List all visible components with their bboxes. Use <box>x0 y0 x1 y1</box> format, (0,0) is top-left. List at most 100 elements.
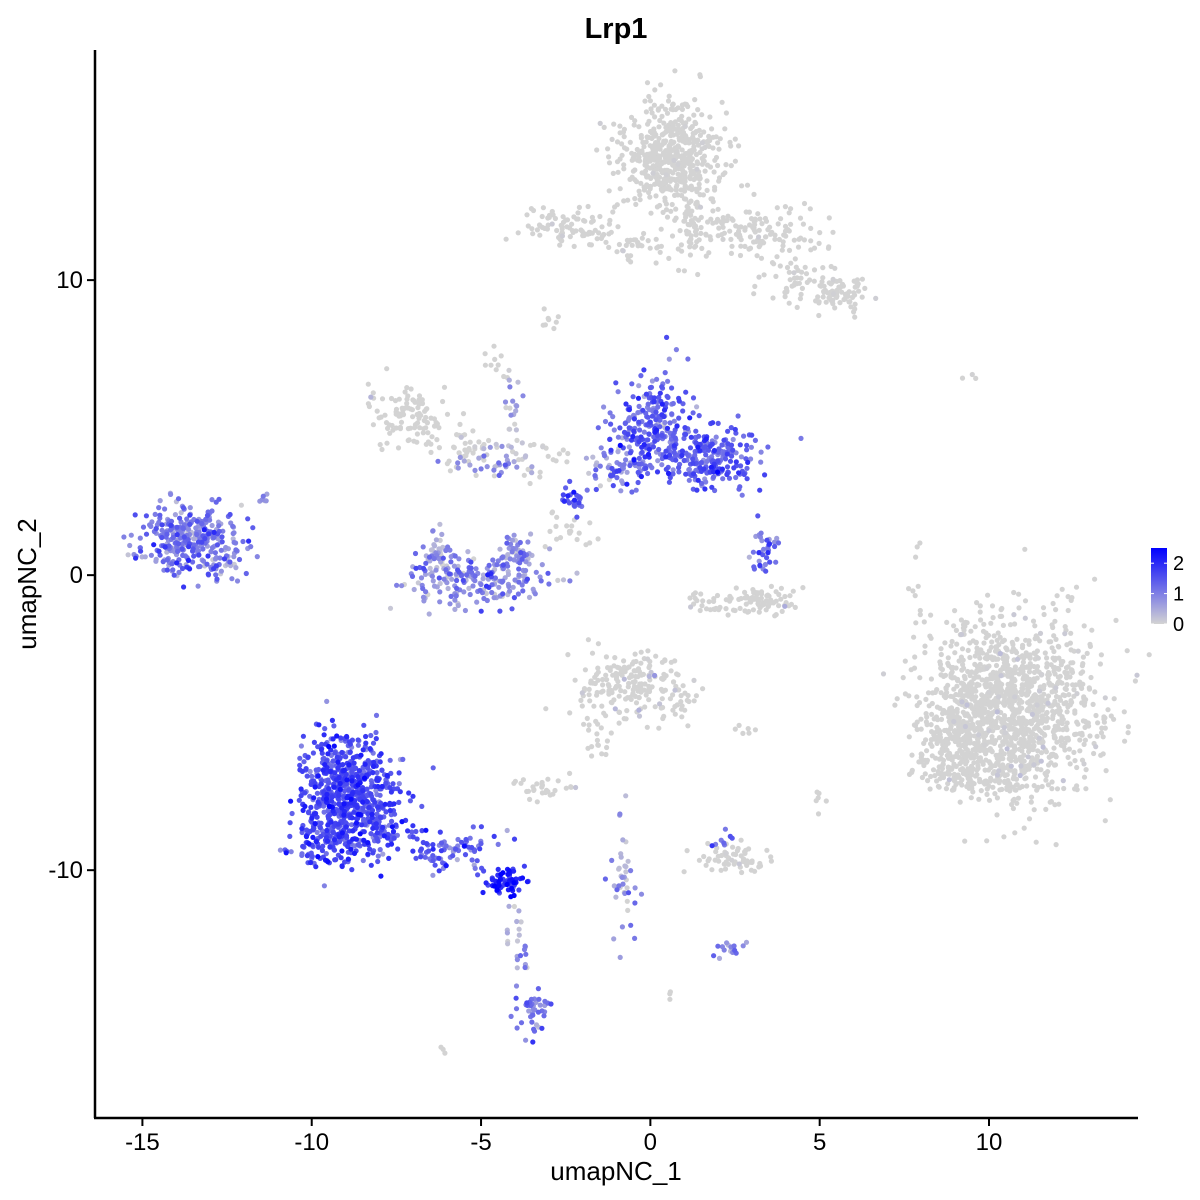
scatter-point <box>755 513 761 519</box>
scatter-point <box>685 103 691 110</box>
scatter-point <box>615 389 621 395</box>
scatter-point <box>624 253 631 259</box>
scatter-point <box>506 367 512 373</box>
scatter-point <box>1046 762 1052 768</box>
scatter-point <box>939 666 946 673</box>
scatter-point <box>238 502 244 508</box>
scatter-point <box>632 885 638 891</box>
scatter-point <box>1056 801 1062 807</box>
scatter-point <box>514 1025 520 1031</box>
scatter-point <box>693 428 699 434</box>
scatter-point <box>127 542 133 549</box>
scatter-point <box>725 213 731 219</box>
scatter-point <box>722 170 728 176</box>
scatter-point <box>683 431 689 437</box>
scatter-point <box>962 619 969 626</box>
scatter-point <box>243 570 249 577</box>
scatter-point <box>654 177 660 183</box>
scatter-point <box>502 462 508 468</box>
scatter-point <box>1017 666 1023 672</box>
scatter-point <box>952 650 958 656</box>
scatter-point <box>1002 730 1008 736</box>
scatter-point <box>1029 711 1035 717</box>
scatter-point <box>772 543 778 550</box>
scatter-point <box>1053 607 1059 613</box>
scatter-point <box>1010 646 1017 652</box>
scatter-point <box>611 936 617 942</box>
scatter-point <box>676 465 682 471</box>
scatter-point <box>738 463 744 469</box>
scatter-point <box>1064 682 1070 688</box>
scatter-point <box>776 236 783 243</box>
scatter-point <box>530 231 536 237</box>
scatter-point <box>526 1008 532 1014</box>
scatter-point <box>982 742 988 748</box>
scatter-point <box>678 187 684 193</box>
scatter-point <box>700 686 706 692</box>
scatter-point <box>1075 648 1081 654</box>
scatter-point <box>373 729 379 736</box>
scatter-point <box>1011 769 1017 776</box>
scatter-point <box>482 351 488 357</box>
scatter-point <box>723 597 729 603</box>
scatter-point <box>658 226 664 232</box>
scatter-point <box>594 731 600 737</box>
scatter-point <box>546 317 552 323</box>
scatter-point <box>379 767 385 773</box>
scatter-point <box>676 687 682 693</box>
scatter-point <box>559 233 566 239</box>
scatter-point <box>954 641 960 647</box>
scatter-point <box>529 226 535 232</box>
scatter-point <box>736 143 742 149</box>
scatter-point <box>405 437 411 444</box>
scatter-point <box>927 633 933 639</box>
scatter-point <box>412 399 418 405</box>
scatter-point <box>1064 642 1070 648</box>
scatter-point <box>542 225 548 231</box>
scatter-point <box>654 171 660 178</box>
scatter-point <box>811 278 817 284</box>
scatter-point <box>1083 767 1089 773</box>
scatter-point <box>614 139 621 145</box>
scatter-point <box>786 247 793 253</box>
scatter-point <box>323 851 329 857</box>
scatter-point <box>1005 662 1011 668</box>
scatter-point <box>702 144 708 151</box>
scatter-point <box>859 276 866 282</box>
scatter-point <box>678 118 684 124</box>
scatter-point <box>574 536 580 543</box>
scatter-point <box>774 205 780 211</box>
scatter-point <box>179 565 186 572</box>
scatter-point <box>775 540 782 546</box>
scatter-point <box>914 694 920 700</box>
scatter-point <box>1000 664 1007 670</box>
scatter-point <box>595 742 602 748</box>
scatter-point <box>460 411 467 417</box>
scatter-point <box>540 322 546 328</box>
scatter-point <box>644 724 650 730</box>
scatter-point <box>170 567 176 573</box>
scatter-point <box>701 129 707 135</box>
scatter-point <box>781 232 787 238</box>
scatter-point <box>1022 598 1029 604</box>
scatter-point <box>600 676 606 683</box>
scatter-point <box>212 550 218 556</box>
scatter-point <box>969 705 975 712</box>
scatter-point <box>379 446 385 453</box>
scatter-point <box>656 446 662 453</box>
scatter-point <box>416 393 423 399</box>
scatter-point <box>960 625 967 631</box>
scatter-point <box>164 531 170 537</box>
scatter-point <box>795 244 802 250</box>
scatter-point <box>690 410 696 416</box>
scatter-point <box>748 456 754 462</box>
scatter-point <box>227 559 233 565</box>
scatter-point <box>209 522 215 529</box>
scatter-point <box>229 576 235 582</box>
scatter-point <box>636 461 642 467</box>
scatter-point <box>965 647 971 654</box>
scatter-point <box>1009 639 1015 645</box>
scatter-point <box>1077 679 1083 685</box>
scatter-point <box>782 289 788 295</box>
scatter-point <box>705 840 711 847</box>
